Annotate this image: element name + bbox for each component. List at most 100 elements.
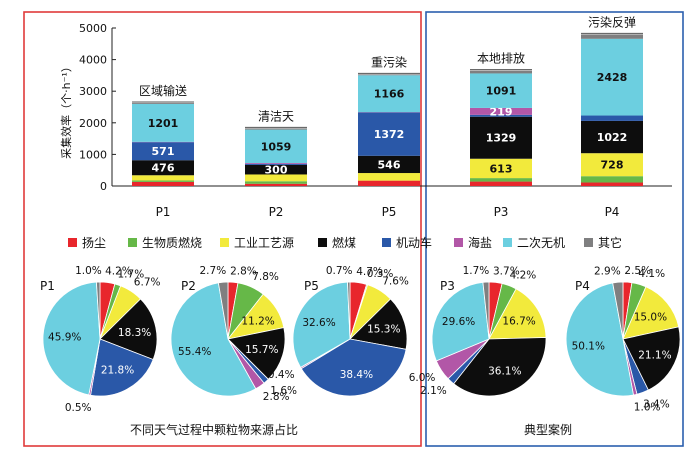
- stacked-bar-chart: 0 1000 2000 3000 4000 5000 采集效率（个·h⁻¹） 476 571 12…: [59, 14, 672, 219]
- pie-value-label: 21.1%: [638, 349, 671, 361]
- bar-segment: [470, 107, 532, 115]
- legend-swatch: [454, 238, 463, 247]
- pie-value-label: 7.8%: [252, 271, 279, 283]
- bar-segment: [245, 128, 307, 130]
- right-caption: 典型案例: [524, 423, 573, 437]
- pie-title: P1: [40, 279, 55, 293]
- legend-swatch: [68, 238, 77, 247]
- pie-value-label: 16.7%: [502, 316, 535, 328]
- bar-segment: [358, 155, 420, 174]
- bar-title: 重污染: [371, 54, 407, 69]
- pie-value-label: 2.8%: [263, 391, 290, 403]
- pie-value-label: 4.7%: [356, 266, 383, 278]
- bar-segment: [132, 160, 194, 176]
- pie-value-label: 4.1%: [638, 268, 665, 280]
- bar-data-label: 1372: [374, 128, 405, 141]
- pie-slice: [170, 282, 257, 397]
- bar-segment: [470, 178, 532, 182]
- pie-value-label: 2.7%: [200, 265, 227, 277]
- pie-slice: [565, 282, 634, 397]
- pie-value-label: 4.2%: [510, 270, 537, 282]
- bar-segment: [470, 70, 532, 74]
- bar-segment: [470, 158, 532, 179]
- legend-swatch: [382, 238, 391, 247]
- legend-swatch: [503, 238, 512, 247]
- legend-swatch: [584, 238, 593, 247]
- legend-label: 机动车: [396, 235, 432, 250]
- bar-data-label: 728: [601, 159, 624, 172]
- pie-value-label: 1.7%: [118, 268, 145, 280]
- pie-value-label: 0.7%: [326, 265, 353, 277]
- pie-value-label: 7.6%: [382, 275, 409, 287]
- pie-value-label: 21.8%: [101, 365, 134, 377]
- pie-title: P3: [440, 279, 455, 293]
- bar-title: 本地排放: [477, 51, 525, 66]
- pie-value-label: 0.5%: [65, 402, 92, 414]
- pie-slice: [482, 281, 490, 340]
- legend-label: 海盐: [468, 235, 492, 250]
- bar-segment: [470, 114, 532, 117]
- bar-segment: [358, 75, 420, 113]
- pie-value-label: 2.1%: [420, 385, 447, 397]
- bar-title: 污染反弹: [588, 14, 636, 29]
- bar-segment: [245, 164, 307, 165]
- pie-value-label: 0.3%: [367, 268, 394, 280]
- bar-segment: [470, 116, 532, 159]
- bar-segment: [581, 34, 643, 39]
- pie-slice: [622, 326, 681, 391]
- y-tick-label: 0: [100, 180, 107, 193]
- pie-title: P2: [181, 279, 196, 293]
- pie-value-label: 11.2%: [241, 315, 274, 327]
- bar-segment: [358, 112, 420, 156]
- left-caption: 不同天气过程中颗粒物来源占比: [130, 423, 299, 437]
- pie-value-label: 15.7%: [245, 344, 278, 356]
- pie-slice: [349, 298, 408, 350]
- category-label: P1: [156, 205, 171, 219]
- left-panel-frame: [23, 11, 422, 447]
- pie-value-label: 45.9%: [48, 332, 81, 344]
- pie-value-label: 3.7%: [493, 266, 520, 278]
- bar-data-label: 613: [490, 162, 513, 175]
- pie-value-label: 29.6%: [442, 316, 475, 328]
- pie-value-label: 15.3%: [367, 324, 400, 336]
- pie-value-label: 6.0%: [409, 372, 436, 384]
- y-tick-label: 5000: [79, 22, 107, 35]
- bar-segment: [245, 163, 307, 165]
- pie-value-label: 15.0%: [634, 312, 667, 324]
- pie-value-label: 18.3%: [118, 327, 151, 339]
- legend-swatch: [128, 238, 137, 247]
- bar-data-label: 219: [490, 105, 513, 118]
- y-tick-label: 3000: [79, 85, 107, 98]
- bar-data-label: 476: [152, 162, 175, 175]
- pie-slice: [90, 338, 154, 397]
- bar-segment: [245, 129, 307, 164]
- bar-segment: [245, 183, 307, 186]
- category-label: P5: [382, 205, 397, 219]
- bar-segment: [581, 38, 643, 116]
- pie-value-label: 36.1%: [488, 366, 521, 378]
- pie-slice: [217, 281, 229, 340]
- pie-slice: [227, 327, 286, 380]
- bar-segment: [132, 175, 194, 181]
- pie-charts: 4.2%1.7%6.7%18.3%21.8%0.5%45.9%1.0%P12.8…: [40, 265, 681, 414]
- pie-slice: [300, 338, 407, 397]
- pie-value-label: 1.7%: [463, 265, 490, 277]
- bar-title: 清洁天: [258, 109, 294, 123]
- bar-segment: [132, 181, 194, 186]
- bar-data-label: 546: [378, 158, 401, 171]
- bar-segment: [581, 182, 643, 186]
- bar-data-label: 300: [265, 164, 288, 177]
- bar-segment: [132, 103, 194, 142]
- pie-title: P4: [575, 279, 590, 293]
- bar-segment: [358, 74, 420, 76]
- legend-label: 其它: [598, 235, 622, 250]
- pie-slice: [453, 337, 547, 397]
- bar-segment: [470, 181, 532, 186]
- bar-segment: [245, 164, 307, 175]
- legend-swatch: [220, 238, 229, 247]
- y-tick-label: 1000: [79, 148, 107, 161]
- bar-segment: [132, 142, 194, 161]
- pie-value-label: 2.8%: [230, 265, 257, 277]
- pie-slice: [347, 281, 351, 340]
